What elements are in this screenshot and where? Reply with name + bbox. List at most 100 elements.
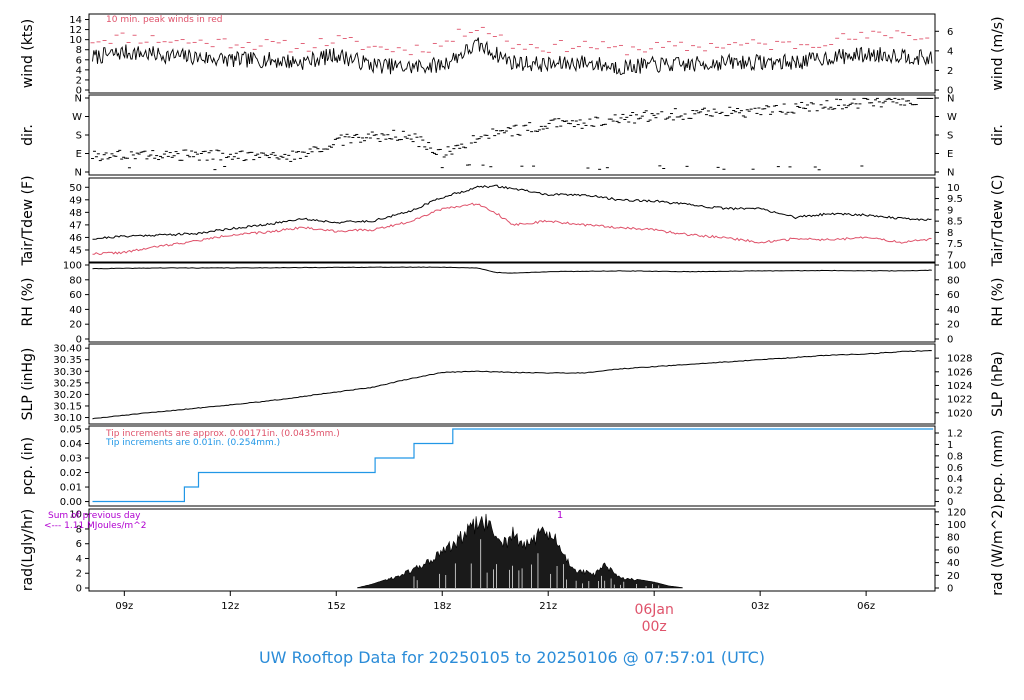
left-tick-label-temp: 49 — [69, 195, 82, 206]
x-date-label: 06Jan — [634, 602, 673, 618]
left-tick-label-dir: E — [76, 149, 82, 160]
right-tick-label-slp: 1022 — [947, 395, 972, 406]
right-tick-label-slp: 1024 — [947, 381, 972, 392]
right-tick-label-rh: 80 — [947, 275, 960, 286]
x-tick-label: 12z — [221, 601, 239, 612]
rad-annotation-value: <--- 1.11 MJoules/m^2 — [44, 521, 146, 531]
left-axis-label-dir: dir. — [20, 124, 36, 146]
right-tick-label-wind: 0 — [947, 86, 953, 97]
left-tick-label-wind: 4 — [76, 65, 82, 76]
left-tick-label-slp: 30.40 — [53, 344, 82, 355]
rad-annotation-sum: Sum of previous day — [48, 511, 141, 521]
left-tick-label-wind: 12 — [69, 25, 82, 36]
right-axis-label-pcp: pcp. (mm) — [990, 430, 1006, 503]
left-tick-label-temp: 47 — [69, 220, 82, 231]
left-tick-label-slp: 30.10 — [53, 413, 82, 424]
panel-frame-dir — [88, 94, 936, 176]
right-tick-label-pcp: 0.2 — [947, 486, 963, 497]
x-tick-label: 21z — [539, 601, 557, 612]
left-tick-label-rad: 6 — [76, 539, 82, 550]
wind-speed-line — [92, 37, 933, 75]
right-tick-label-temp: 7.5 — [947, 239, 963, 250]
left-tick-label-wind: 6 — [76, 55, 82, 66]
right-tick-label-pcp: 0.6 — [947, 463, 963, 474]
x-date-hour-label: 00z — [642, 619, 667, 635]
right-axis-label-rh: RH (%) — [990, 278, 1006, 327]
right-tick-label-rh: 40 — [947, 305, 960, 316]
right-tick-label-wind: 2 — [947, 66, 953, 77]
left-tick-label-pcp: 0.04 — [60, 439, 82, 450]
left-axis-label-rh: RH (%) — [20, 278, 36, 327]
left-tick-label-dir: W — [72, 112, 82, 123]
right-tick-label-rad: 120 — [947, 507, 966, 518]
left-tick-label-rh: 0 — [76, 335, 82, 346]
left-tick-label-rh: 80 — [69, 275, 82, 286]
chart-title: UW Rooftop Data for 20250105 to 20250106… — [258, 648, 766, 667]
right-tick-label-temp: 9.5 — [947, 194, 963, 205]
left-tick-label-wind: 14 — [69, 15, 82, 26]
left-tick-label-pcp: 0.05 — [60, 425, 82, 436]
left-tick-label-temp: 50 — [69, 183, 82, 194]
panel-frame-temp — [88, 177, 936, 264]
left-tick-label-rad: 0 — [76, 584, 82, 595]
right-tick-label-slp: 1026 — [947, 367, 972, 378]
left-tick-label-wind: 10 — [69, 35, 82, 46]
right-tick-label-pcp: 1 — [947, 440, 953, 451]
left-tick-label-rh: 20 — [69, 320, 82, 331]
left-axis-label-wind: wind (kts) — [20, 19, 36, 88]
right-axis-label-temp: Tair/Tdew (C) — [990, 175, 1006, 268]
right-tick-label-dir: N — [947, 168, 954, 179]
left-tick-label-rh: 40 — [69, 305, 82, 316]
left-tick-label-slp: 30.30 — [53, 367, 82, 378]
right-tick-label-pcp: 0.4 — [947, 474, 963, 485]
left-tick-label-dir: N — [75, 94, 82, 105]
x-tick-label: 06z — [857, 601, 875, 612]
right-tick-label-slp: 1028 — [947, 354, 972, 365]
right-tick-label-rh: 100 — [947, 261, 966, 272]
right-tick-label-rad: 60 — [947, 545, 960, 556]
left-tick-label-wind: 2 — [76, 75, 82, 86]
right-tick-label-rad: 40 — [947, 558, 960, 569]
right-axis-label-dir: dir. — [990, 124, 1006, 146]
left-tick-label-rad: 2 — [76, 569, 82, 580]
right-tick-label-dir: N — [947, 94, 954, 105]
right-tick-label-temp: 10 — [947, 183, 960, 194]
right-tick-label-rh: 60 — [947, 290, 960, 301]
left-tick-label-temp: 46 — [69, 233, 82, 244]
right-tick-label-rad: 100 — [947, 520, 966, 531]
solar-radiation-area — [357, 513, 683, 589]
left-tick-label-slp: 30.25 — [53, 378, 82, 389]
panel-frame-rh — [88, 261, 936, 343]
right-tick-label-dir: W — [947, 112, 957, 123]
left-axis-label-pcp: pcp. (in) — [20, 437, 36, 495]
relative-humidity-line — [92, 266, 932, 274]
right-tick-label-temp: 9 — [947, 205, 953, 216]
right-tick-label-rh: 20 — [947, 320, 960, 331]
left-tick-label-dir: N — [75, 168, 82, 179]
left-tick-label-temp: 48 — [69, 208, 82, 219]
left-axis-label-rad: rad(Lgly/hr) — [20, 509, 36, 591]
left-tick-label-wind: 8 — [76, 45, 82, 56]
left-tick-label-rh: 60 — [69, 290, 82, 301]
right-tick-label-slp: 1020 — [947, 408, 972, 419]
right-axis-label-wind: wind (m/s) — [990, 16, 1006, 90]
right-tick-label-temp: 7 — [947, 250, 953, 261]
right-tick-label-pcp: 1.2 — [947, 428, 963, 439]
left-tick-label-rad: 4 — [76, 554, 82, 565]
left-tick-label-wind: 0 — [76, 86, 82, 97]
left-tick-label-pcp: 0.00 — [60, 497, 82, 508]
left-tick-label-pcp: 0.03 — [60, 454, 82, 465]
x-tick-label: 03z — [751, 601, 769, 612]
right-tick-label-dir: E — [947, 149, 953, 160]
rad-marker: 1 — [557, 510, 563, 521]
right-tick-label-rad: 20 — [947, 571, 960, 582]
right-axis-label-slp: SLP (hPa) — [990, 351, 1006, 417]
left-tick-label-pcp: 0.02 — [60, 468, 82, 479]
right-tick-label-temp: 8.5 — [947, 217, 963, 228]
left-axis-label-temp: Tair/Tdew (F) — [20, 175, 36, 266]
left-tick-label-rad: 10 — [69, 510, 82, 521]
right-tick-label-wind: 4 — [947, 46, 953, 57]
right-tick-label-rh: 0 — [947, 335, 953, 346]
panel-frame-wind — [88, 13, 936, 94]
